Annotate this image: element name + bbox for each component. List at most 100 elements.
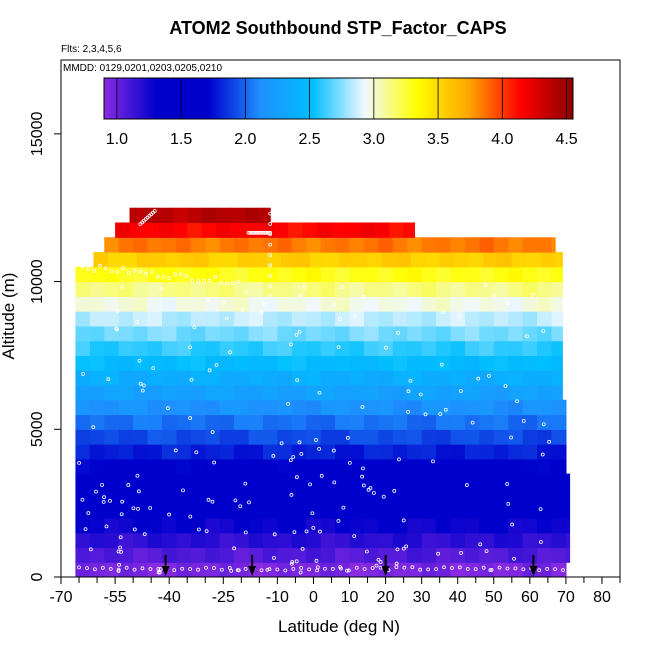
heat-cell <box>522 488 538 504</box>
heat-cell <box>306 458 322 475</box>
heat-cell <box>551 429 567 445</box>
heat-cell <box>219 266 235 283</box>
obs-point <box>459 550 463 555</box>
heat-cell <box>363 355 379 371</box>
obs-point <box>360 474 365 479</box>
obs-point <box>288 458 293 463</box>
heat-cell <box>335 296 351 312</box>
heat-cell <box>291 237 307 253</box>
obs-point <box>294 559 299 564</box>
heat-cell <box>436 517 452 534</box>
heat-cell <box>335 384 351 401</box>
obs-point <box>331 448 336 453</box>
heat-cell <box>479 340 495 357</box>
heat-cell <box>205 340 221 357</box>
heat-cell <box>118 473 134 489</box>
heat-cell <box>436 473 452 489</box>
heat-cell <box>219 340 235 357</box>
heat-cell <box>190 266 206 283</box>
heat-cell <box>407 399 423 416</box>
heat-cell <box>219 547 235 563</box>
heat-cell <box>291 429 307 445</box>
heat-cell <box>320 517 336 534</box>
obs-point <box>210 499 215 504</box>
heat-cell <box>335 281 351 297</box>
heat-cell <box>219 325 235 342</box>
heat-cell <box>320 547 336 563</box>
heat-cell <box>89 444 105 460</box>
heat-cell <box>407 473 423 489</box>
x-tick-label: -10 <box>266 589 289 606</box>
obs-point <box>457 565 462 570</box>
obs-point <box>394 565 399 569</box>
heat-cell <box>161 384 178 401</box>
heat-cell <box>479 488 495 504</box>
heat-cell <box>493 473 509 489</box>
heat-cell <box>421 399 437 416</box>
heat-cell <box>277 458 293 475</box>
heat-cell <box>291 503 307 519</box>
heat-cell <box>407 444 423 460</box>
heat-cell <box>309 252 325 268</box>
heat-cell <box>320 281 336 297</box>
heat-cell <box>551 266 563 283</box>
obs-point <box>381 494 386 499</box>
obs-point <box>259 568 264 573</box>
heat-cell <box>479 325 495 342</box>
obs-point <box>538 507 543 511</box>
heat-cell <box>551 547 567 563</box>
obs-point <box>161 275 166 279</box>
heat-cell <box>262 444 278 460</box>
obs-point <box>541 329 546 333</box>
heat-cell <box>493 384 509 401</box>
heat-cell <box>363 458 379 475</box>
heat-cell <box>291 444 307 460</box>
heat-cell <box>508 311 524 327</box>
obs-point <box>347 460 352 465</box>
heat-cell <box>306 281 322 297</box>
heat-cell <box>118 562 134 577</box>
obs-point <box>80 264 85 269</box>
heat-cell <box>158 222 174 238</box>
obs-point <box>341 505 346 510</box>
heat-cell <box>219 399 235 416</box>
heat-cell <box>522 384 538 401</box>
heat-cell <box>165 252 181 268</box>
obs-point <box>503 384 508 389</box>
obs-point <box>319 473 324 478</box>
heat-cell <box>176 340 192 357</box>
heat-cell <box>482 252 498 268</box>
heat-cell <box>147 473 163 489</box>
heat-cell <box>407 384 423 401</box>
obs-point <box>142 532 147 537</box>
obs-point <box>178 272 183 277</box>
heat-cell <box>133 414 149 430</box>
heat-cell <box>234 547 250 563</box>
obs-point <box>354 565 359 570</box>
heat-cell <box>508 414 524 430</box>
heat-cell <box>421 562 437 577</box>
heat-cell <box>234 444 250 460</box>
heat-cell <box>392 488 408 504</box>
heat-cell <box>378 340 394 357</box>
heat-cell <box>75 384 91 401</box>
obs-point <box>152 209 157 213</box>
heat-cell <box>190 281 206 297</box>
obs-point <box>92 268 97 273</box>
heat-cell <box>176 503 192 519</box>
heat-cell <box>248 281 264 297</box>
heat-cell <box>464 281 480 297</box>
obs-point <box>465 567 470 571</box>
heat-cell <box>537 429 553 445</box>
obs-point <box>184 274 189 278</box>
heat-cell <box>262 458 278 475</box>
x-tick-label: 0 <box>309 589 318 606</box>
heat-cell <box>450 237 466 253</box>
obs-point <box>232 546 237 551</box>
obs-point <box>102 495 106 500</box>
dates-label: MMDD: 0129,0201,0203,0205,0210 <box>63 63 222 74</box>
heat-cell <box>133 444 149 460</box>
heat-cell <box>537 370 553 386</box>
heat-cell <box>436 355 452 371</box>
obs-point <box>291 567 296 571</box>
